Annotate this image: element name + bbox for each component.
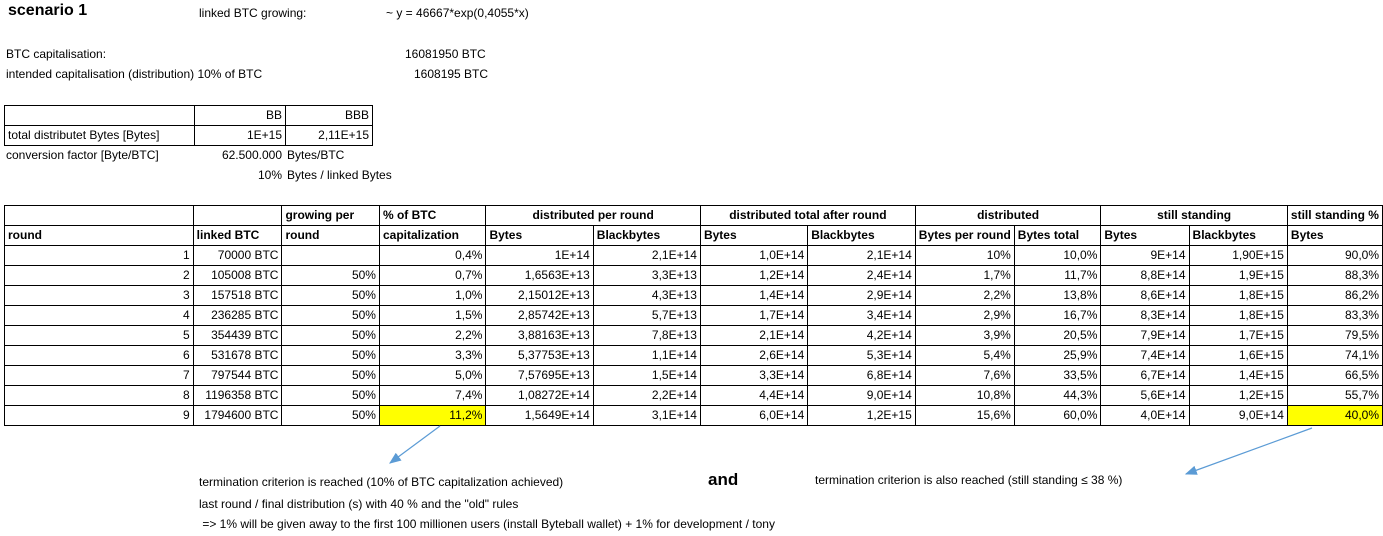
table-cell: 4,3E+13	[592, 285, 701, 306]
table-cell: 88,3%	[1286, 265, 1383, 286]
table-cell: 7,9E+14	[1100, 325, 1190, 346]
note-line1-right: termination criterion is also reached (s…	[815, 473, 1123, 487]
table-cell: 1794600 BTC	[192, 405, 283, 426]
table-cell: 8,6E+14	[1100, 285, 1190, 306]
table-cell: 797544 BTC	[192, 365, 283, 386]
table-cell: 1,4E+15	[1188, 365, 1288, 386]
arrow-left	[389, 425, 441, 464]
note-line2: last round / final distribution (s) with…	[199, 497, 519, 511]
table-cell: 2,6E+14	[699, 345, 809, 366]
table-cell: 8,8E+14	[1100, 265, 1190, 286]
table-cell: 15,6%	[914, 405, 1015, 426]
table-cell: 157518 BTC	[192, 285, 283, 306]
bb-value: 1E+15	[194, 125, 286, 146]
arrow-right	[1184, 427, 1313, 475]
table-cell: 5,37753E+13	[485, 345, 594, 366]
table-cell: 105008 BTC	[192, 265, 283, 286]
table-cell: 5,3E+14	[807, 345, 916, 366]
table-cell: 2,2%	[378, 325, 487, 346]
table-cell: 236285 BTC	[192, 305, 283, 326]
table-cell: 9,0E+14	[1188, 405, 1288, 426]
table-cell: 10%	[914, 245, 1015, 266]
table-cell: 6,0E+14	[699, 405, 809, 426]
table-row: 9 1794600 BTC 50% 11,2% 1,5649E+14 3,1E+14 6,0…	[4, 405, 1383, 426]
page-title: scenario 1	[8, 2, 88, 19]
table-cell: 1,2E+15	[807, 405, 916, 426]
table-cell: 70000 BTC	[192, 245, 283, 266]
growth-formula: ~ y = 46667*exp(0,4055*x)	[386, 6, 529, 20]
table-cell: 5,6E+14	[1100, 385, 1190, 406]
table-cell: 3,3%	[378, 345, 487, 366]
conversion-value: 62.500.000	[221, 148, 282, 162]
table-cell: 50%	[281, 285, 380, 306]
table-cell: 2,85742E+13	[485, 305, 594, 326]
table-cell: 1196358 BTC	[192, 385, 283, 406]
hdr-still-standing: still standing	[1100, 205, 1288, 226]
conversion-label: conversion factor [Byte/BTC]	[6, 148, 159, 162]
table-cell: 25,9%	[1013, 345, 1102, 366]
bytes-summary-table: BB BBB total distributet Bytes [Bytes] 1…	[4, 105, 373, 146]
table-row: 5 354439 BTC 50% 2,2% 3,88163E+13 7,8E+13 2,1E…	[4, 325, 1383, 346]
table-cell: 4,0E+14	[1100, 405, 1190, 426]
table-cell: 1,90E+15	[1188, 245, 1288, 266]
intended-value: 1608195 BTC	[414, 67, 489, 81]
table-row: 1 70000 BTC 0,4% 1E+14 2,1E+14 1,0E+14 2,1E+14…	[4, 245, 1383, 266]
bbb-value: 2,11E+15	[285, 125, 373, 146]
table-cell: 40,0%	[1286, 405, 1383, 426]
note-line3: => 1% will be given away to the first 10…	[199, 517, 775, 531]
table-cell: 11,2%	[378, 405, 487, 426]
table-cell: 1,0E+14	[699, 245, 809, 266]
table-cell: 1,8E+15	[1188, 305, 1288, 326]
table-cell: 1,08272E+14	[485, 385, 594, 406]
distribution-table: growing per % of BTC distributed per rou…	[4, 205, 1383, 426]
hdr-pct-btc: % of BTC	[378, 205, 487, 226]
sub-d-total: Bytes total	[1013, 225, 1102, 246]
table-cell: 50%	[281, 405, 380, 426]
note-line1: termination criterion is reached (10% of…	[199, 475, 564, 489]
table-row: 6 531678 BTC 50% 3,3% 5,37753E+13 1,1E+14 2,6E…	[4, 345, 1383, 366]
table-cell: 9	[4, 405, 194, 426]
table-cell: 7,57695E+13	[485, 365, 594, 386]
hdr-growing: growing per	[281, 205, 380, 226]
table-row: 2 105008 BTC 50% 0,7% 1,6563E+13 3,3E+13 1,2E+…	[4, 265, 1383, 286]
table-cell: 7,6%	[914, 365, 1015, 386]
sub-pct-btc: capitalization	[378, 225, 487, 246]
growth-label: linked BTC growing:	[199, 6, 307, 20]
table-cell: 55,7%	[1286, 385, 1383, 406]
hdr-still-standing-pct: still standing %	[1286, 205, 1383, 226]
table-cell: 1,2E+14	[699, 265, 809, 286]
hdr-distributed-total: distributed total after round	[699, 205, 916, 226]
table-cell: 1,9E+15	[1188, 265, 1288, 286]
hdr-distributed-per-round: distributed per round	[485, 205, 701, 226]
note-and: and	[708, 470, 739, 489]
table-cell: 1,7E+14	[699, 305, 809, 326]
table-cell: 83,3%	[1286, 305, 1383, 326]
btc-cap-label: BTC capitalisation:	[6, 47, 107, 61]
table-cell: 354439 BTC	[192, 325, 283, 346]
intended-label: intended capitalisation (distribution) 1…	[6, 67, 263, 81]
table-cell: 3,9%	[914, 325, 1015, 346]
conversion-pct-unit: Bytes / linked Bytes	[287, 168, 392, 182]
table-cell: 50%	[281, 325, 380, 346]
table-cell: 1,5649E+14	[485, 405, 594, 426]
sub-dpr-black: Blackbytes	[592, 225, 701, 246]
conversion-pct: 10%	[257, 168, 282, 182]
table-cell: 3,1E+14	[592, 405, 701, 426]
btc-cap-value: 16081950 BTC	[405, 47, 486, 61]
table-cell: 2,1E+14	[592, 245, 701, 266]
conversion-unit: Bytes/BTC	[287, 148, 345, 162]
